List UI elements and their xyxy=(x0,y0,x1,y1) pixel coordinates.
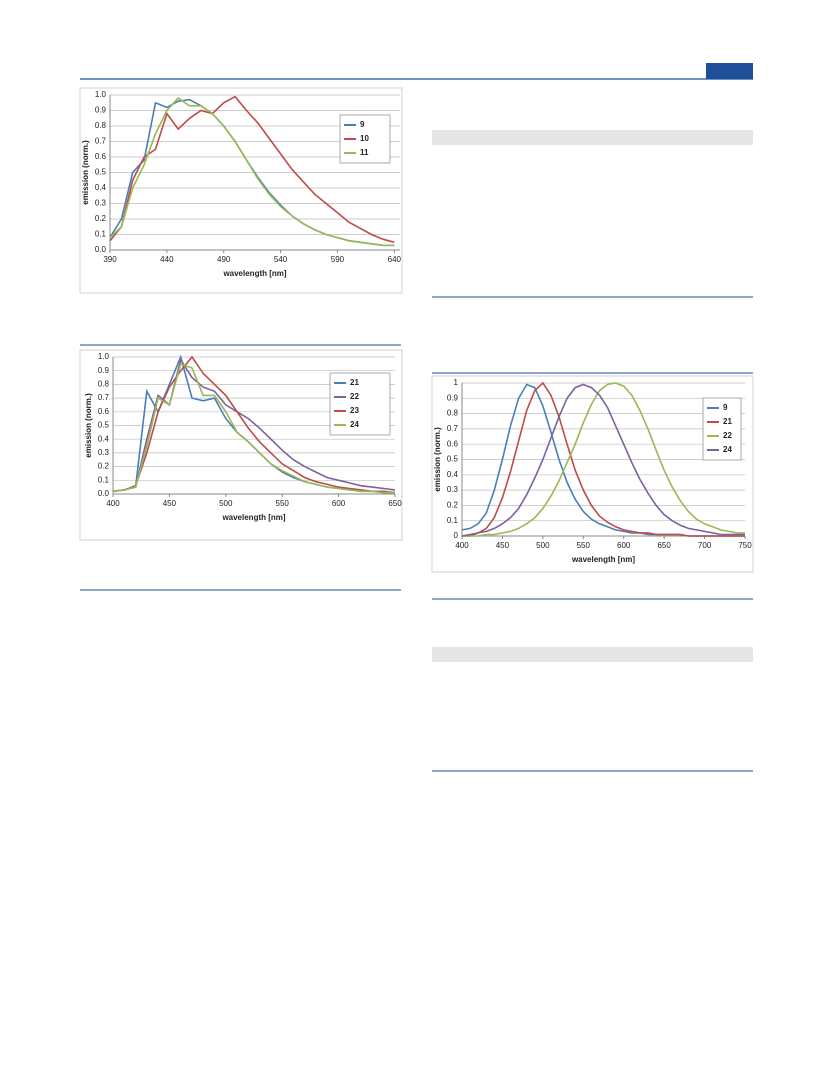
y-tick-label: 0.3 xyxy=(447,485,459,494)
x-tick-label: 500 xyxy=(219,499,233,508)
y-tick-label: 0.7 xyxy=(98,393,110,402)
table-header xyxy=(432,647,753,662)
y-tick-label: 0.6 xyxy=(95,152,107,161)
series-line xyxy=(109,97,395,247)
y-tick-label: 0 xyxy=(454,531,459,540)
chart-frame xyxy=(431,375,754,573)
series-line xyxy=(112,355,396,494)
y-tick-label: 0.4 xyxy=(447,470,459,479)
legend-label: 22 xyxy=(723,431,732,440)
legend-label: 11 xyxy=(360,148,369,157)
y-tick-label: 0.1 xyxy=(98,475,110,484)
x-tick-label: 390 xyxy=(103,255,117,264)
legend-label: 21 xyxy=(350,378,359,387)
chart-frame xyxy=(79,349,403,541)
legend-label: 22 xyxy=(350,392,359,401)
x-axis-label: wavelength [nm] xyxy=(221,513,285,522)
y-tick-label: 0.7 xyxy=(95,137,107,146)
x-tick-label: 640 xyxy=(388,255,402,264)
x-axis-label: wavelength [nm] xyxy=(571,555,635,564)
y-axis-label: emission (norm.) xyxy=(84,393,93,458)
x-tick-label: 540 xyxy=(274,255,288,264)
x-tick-label: 550 xyxy=(577,541,591,550)
y-tick-label: 0.2 xyxy=(98,462,110,471)
y-tick-label: 0.8 xyxy=(98,380,110,389)
y-tick-label: 0.9 xyxy=(447,393,459,402)
y-tick-label: 0.3 xyxy=(95,199,107,208)
y-tick-label: 0.4 xyxy=(95,183,107,192)
x-tick-label: 500 xyxy=(536,541,550,550)
y-tick-label: 0.6 xyxy=(447,439,459,448)
y-tick-label: 1.0 xyxy=(95,90,107,99)
x-tick-label: 400 xyxy=(106,499,120,508)
legend-label: 21 xyxy=(723,417,732,426)
legend-box xyxy=(339,114,391,164)
y-tick-label: 0.5 xyxy=(447,455,459,464)
x-tick-label: 650 xyxy=(388,499,402,508)
y-tick-label: 0.1 xyxy=(95,230,107,239)
y-tick-label: 0.9 xyxy=(98,366,110,375)
series-line xyxy=(461,383,745,537)
x-tick-label: 450 xyxy=(496,541,510,550)
y-tick-label: 0.0 xyxy=(95,245,107,254)
page-badge xyxy=(706,63,753,79)
legend-label: 9 xyxy=(360,120,365,129)
y-tick-label: 1.0 xyxy=(98,352,110,361)
x-tick-label: 650 xyxy=(657,541,671,550)
x-tick-label: 600 xyxy=(617,541,631,550)
series-line xyxy=(462,382,745,537)
y-tick-label: 0.8 xyxy=(95,121,107,130)
y-tick-label: 1 xyxy=(454,378,459,387)
chart-frame xyxy=(79,87,403,294)
x-tick-label: 600 xyxy=(332,499,346,508)
x-tick-label: 750 xyxy=(738,541,752,550)
x-tick-label: 490 xyxy=(217,255,231,264)
x-tick-label: 550 xyxy=(276,499,290,508)
y-tick-label: 0.5 xyxy=(95,168,107,177)
y-tick-label: 0.4 xyxy=(98,434,110,443)
y-tick-label: 0.5 xyxy=(98,421,110,430)
y-tick-label: 0.2 xyxy=(95,214,107,223)
legend-label: 24 xyxy=(350,420,359,429)
legend-label: 23 xyxy=(350,406,359,415)
series-line xyxy=(109,95,395,244)
x-tick-label: 400 xyxy=(455,541,469,550)
series-line xyxy=(462,381,745,537)
x-tick-label: 700 xyxy=(698,541,712,550)
y-tick-label: 0.0 xyxy=(98,489,110,498)
x-tick-label: 440 xyxy=(160,255,174,264)
legend-label: 9 xyxy=(723,403,728,412)
series-line xyxy=(112,362,395,494)
series-line xyxy=(461,383,745,537)
y-tick-label: 0.3 xyxy=(98,448,110,457)
legend-label: 10 xyxy=(360,134,369,143)
y-tick-label: 0.1 xyxy=(447,516,459,525)
series-line xyxy=(112,357,396,493)
y-tick-label: 0.6 xyxy=(98,407,110,416)
legend-label: 24 xyxy=(723,445,732,454)
table-header xyxy=(432,130,753,145)
y-tick-label: 0.7 xyxy=(447,424,459,433)
x-tick-label: 590 xyxy=(331,255,345,264)
y-tick-label: 0.2 xyxy=(447,501,459,510)
y-tick-label: 0.9 xyxy=(95,106,107,115)
x-tick-label: 450 xyxy=(163,499,177,508)
x-axis-label: wavelength [nm] xyxy=(222,269,286,278)
y-axis-label: emission (norm.) xyxy=(81,140,90,205)
y-tick-label: 0.8 xyxy=(447,409,459,418)
y-axis-label: emission (norm.) xyxy=(433,427,442,492)
